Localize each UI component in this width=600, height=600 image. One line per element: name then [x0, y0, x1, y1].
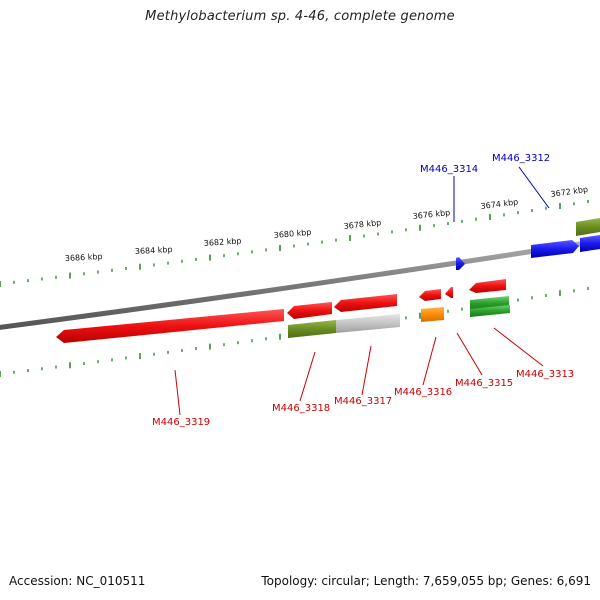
gene-blue-block[interactable]	[580, 235, 600, 252]
gene-orange-block[interactable]	[421, 307, 444, 322]
gene-labels: M446_3314 M446_3312 M446_3319 M446_3318 …	[152, 153, 574, 428]
gene-label: M446_3315	[455, 378, 513, 389]
map-title: Methylobacterium sp. 4-46, complete geno…	[145, 9, 455, 24]
gene-m446-3318[interactable]	[287, 302, 332, 319]
scale-label: 3686 kbp	[65, 252, 103, 263]
forward-strand-genes	[456, 218, 600, 270]
scale-labels: 3686 kbp 3684 kbp 3682 kbp 3680 kbp 3678…	[65, 185, 589, 263]
gene-m446-3317[interactable]	[334, 294, 397, 312]
scale-label: 3674 kbp	[480, 197, 519, 211]
gene-m446-3316[interactable]	[419, 289, 441, 301]
scale-label: 3678 kbp	[343, 218, 381, 231]
gene-m446-3312[interactable]	[531, 240, 579, 258]
gene-olive-block[interactable]	[288, 320, 336, 338]
gene-label: M446_3318	[272, 403, 330, 414]
genome-backbone	[0, 238, 600, 330]
leader-lines	[174, 166, 550, 416]
gene-label: M446_3314	[420, 164, 478, 175]
scale-label: 3684 kbp	[135, 245, 173, 256]
reverse-strand-genes	[56, 279, 510, 343]
gene-m446-3313[interactable]	[469, 279, 506, 293]
gene-olive-block[interactable]	[576, 218, 600, 236]
gene-m446-3319[interactable]	[56, 309, 284, 343]
gene-m446-3314[interactable]	[456, 257, 465, 270]
scale-label: 3680 kbp	[273, 228, 311, 240]
gene-label: M446_3317	[334, 396, 392, 407]
gene-label: M446_3312	[492, 153, 550, 164]
gene-green-block[interactable]	[470, 305, 510, 317]
gene-m446-3315[interactable]	[445, 287, 453, 298]
gene-gray-block[interactable]	[336, 314, 400, 333]
genome-summary-label: Topology: circular; Length: 7,659,055 bp…	[261, 574, 591, 588]
scale-label: 3682 kbp	[204, 236, 242, 248]
scale-label: 3672 kbp	[550, 185, 589, 199]
gene-label: M446_3319	[152, 417, 210, 428]
accession-label: Accession: NC_010511	[9, 574, 146, 588]
gene-label: M446_3313	[516, 369, 574, 380]
scale-label: 3676 kbp	[412, 208, 450, 221]
outer-scale-ticks	[0, 199, 589, 287]
gene-label: M446_3316	[394, 387, 452, 398]
